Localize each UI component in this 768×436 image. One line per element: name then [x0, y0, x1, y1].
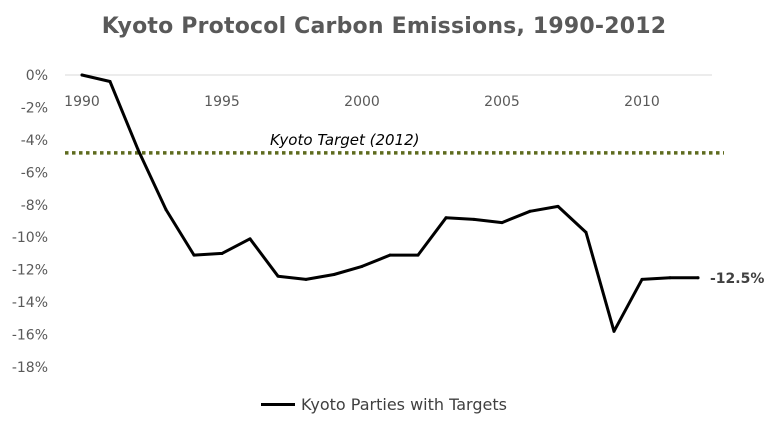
data-point [416, 253, 420, 257]
data-point [444, 216, 448, 220]
data-point [584, 230, 588, 234]
data-point [528, 209, 532, 213]
data-point [108, 79, 112, 83]
y-tick-label: 0% [26, 68, 48, 84]
x-tick-label: 1995 [204, 94, 240, 110]
data-point [360, 264, 364, 268]
data-point [668, 276, 672, 280]
y-tick-label: -14% [12, 295, 48, 311]
data-point [220, 251, 224, 255]
data-point [640, 277, 644, 281]
data-point [80, 73, 84, 77]
legend-swatch [261, 403, 296, 406]
x-tick-label: 2005 [484, 94, 520, 110]
data-point [164, 208, 168, 212]
chart-title: Kyoto Protocol Carbon Emissions, 1990-20… [101, 14, 667, 39]
data-point [556, 204, 560, 208]
data-point [192, 253, 196, 257]
y-tick-label: -2% [21, 100, 48, 116]
y-tick-label: -16% [12, 328, 48, 344]
data-point [500, 221, 504, 225]
y-tick-label: -12% [12, 263, 48, 279]
data-point [472, 217, 476, 221]
x-tick-label: 2010 [624, 94, 660, 110]
reference-line-label: Kyoto Target (2012) [270, 131, 420, 149]
y-tick-label: -10% [12, 230, 48, 246]
x-tick-label: 1990 [64, 94, 100, 110]
data-point [248, 237, 252, 241]
data-point [332, 273, 336, 277]
y-tick-label: -18% [12, 360, 48, 376]
data-point [304, 277, 308, 281]
y-tick-label: -4% [21, 133, 48, 149]
data-point [276, 274, 280, 278]
x-tick-label: 2000 [344, 94, 380, 110]
data-point [136, 148, 140, 152]
data-point [612, 329, 616, 333]
y-tick-label: -6% [21, 165, 48, 181]
series-line [80, 73, 700, 333]
data-point [388, 253, 392, 257]
end-data-label: -12.5% [710, 271, 764, 287]
y-tick-label: -8% [21, 198, 48, 214]
legend-label: Kyoto Parties with Targets [301, 395, 507, 414]
data-point [696, 276, 700, 280]
legend: Kyoto Parties with Targets [0, 395, 768, 414]
